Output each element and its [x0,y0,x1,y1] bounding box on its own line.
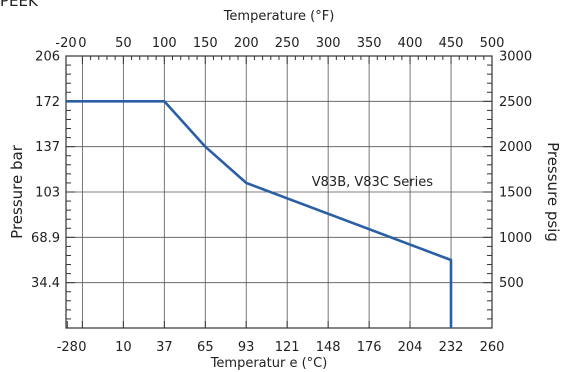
y-right-tick-label: 1500 [499,186,532,201]
x-bottom-tick-label: 204 [398,340,423,355]
x-top-tick-label: 400 [398,36,423,51]
x-top-tick-label: 200 [234,36,259,51]
x-bottom-axis-label: Temperatur e (°C) [210,356,328,371]
x-bottom-tick-label: 37 [156,340,173,355]
y-left-tick-label: 172 [35,95,60,110]
y-right-tick-label: 1000 [499,231,532,246]
grid-lines [66,56,492,328]
x-bottom-tick-label: 65 [197,340,214,355]
y-left-axis-label: Pressure bar [8,144,26,239]
x-top-tick-label: 150 [193,36,218,51]
y-left-tick-label: 103 [35,186,60,201]
x-bottom-tick-label: 176 [357,340,382,355]
x-top-axis-label: Temperature (°F) [223,9,335,24]
x-top-tick-label: 100 [152,36,177,51]
x-top-tick-label: 300 [316,36,341,51]
x-top-tick-label: 500 [480,36,505,51]
x-bottom-tick-label: -28 [57,340,78,355]
y-left-tick-label: 68.9 [31,231,60,246]
x-bottom-tick-label: 0 [78,340,86,355]
chart-fragment-text: PEEK [0,0,38,10]
x-top-tick-label: -20 [55,36,76,51]
x-top-tick-label: 350 [357,36,382,51]
y-left-tick-label: 137 [35,140,60,155]
series-line [66,100,453,328]
y-left-tick-label: 206 [35,50,60,65]
x-bottom-tick-label: 260 [480,340,505,355]
y-right-tick-label: 2500 [499,95,532,110]
x-bottom-tick-label: 148 [316,340,341,355]
x-top-tick-label: 50 [115,36,132,51]
y-left-tick-label: 34.4 [31,276,60,291]
y-right-tick-label: 2000 [499,140,532,155]
x-bottom-tick-label: 10 [115,340,132,355]
x-top-tick-label: 450 [439,36,464,51]
minor-ticks [66,56,493,328]
tick-labels: -20 0 50 100 150 200 250 300 350 400 450 500-28 0 10 3… [31,36,532,355]
x-top-tick-label: 0 [78,36,86,51]
x-top-tick-label: 250 [275,36,300,51]
y-right-tick-label: 3000 [499,50,532,65]
x-bottom-tick-label: 93 [238,340,255,355]
y-right-tick-label: 500 [499,276,524,291]
x-bottom-tick-label: 232 [439,340,464,355]
y-right-axis-label: Pressure psig [544,142,562,242]
x-bottom-tick-label: 121 [275,340,300,355]
series-label: V83B, V83C Series [312,175,433,190]
